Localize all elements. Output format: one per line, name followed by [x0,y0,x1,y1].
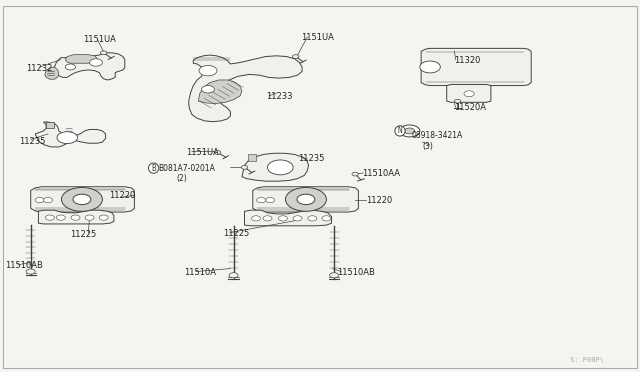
Circle shape [285,187,326,211]
Circle shape [252,216,260,221]
Text: 11520A: 11520A [454,103,486,112]
Text: 1151UA: 1151UA [83,35,116,44]
Circle shape [35,198,44,203]
Circle shape [90,59,102,66]
Text: S: P00P\: S: P00P\ [570,357,604,363]
Circle shape [45,215,54,220]
Text: 1151UA: 1151UA [301,33,333,42]
Circle shape [420,61,440,73]
Text: 11235: 11235 [19,137,45,146]
Text: (2): (2) [176,174,187,183]
Polygon shape [248,154,256,161]
Polygon shape [242,153,308,181]
Text: 11320: 11320 [454,56,481,65]
Circle shape [73,194,91,205]
Polygon shape [189,55,302,122]
Text: 1151UA: 1151UA [186,148,218,157]
Circle shape [297,194,315,205]
Polygon shape [54,53,125,80]
Circle shape [404,128,415,134]
Circle shape [26,269,35,274]
Circle shape [99,215,108,220]
Text: 11225: 11225 [223,229,249,238]
Text: 11233: 11233 [266,92,292,101]
Circle shape [65,64,76,70]
Circle shape [57,132,77,144]
Circle shape [322,216,331,221]
Polygon shape [65,55,97,63]
Polygon shape [38,210,114,224]
Text: 11510A: 11510A [184,268,216,277]
Circle shape [56,215,65,220]
Text: 11232: 11232 [26,64,52,73]
Circle shape [464,91,474,97]
Polygon shape [421,48,531,86]
Circle shape [266,198,275,203]
Circle shape [330,273,339,278]
Circle shape [199,65,217,76]
Text: 11235: 11235 [298,154,324,163]
Text: B: B [151,164,156,173]
Circle shape [214,151,221,154]
Polygon shape [45,67,59,79]
Circle shape [61,187,102,211]
Text: 11510AA: 11510AA [362,169,399,178]
Circle shape [44,198,52,203]
Circle shape [308,216,317,221]
Circle shape [293,216,302,221]
Text: (3): (3) [422,142,433,151]
Circle shape [229,273,238,278]
Text: 11510AB: 11510AB [337,268,374,277]
Circle shape [292,55,299,58]
Circle shape [454,99,461,103]
Text: B081A7-0201A: B081A7-0201A [159,164,216,173]
Circle shape [278,216,287,221]
Polygon shape [198,80,242,103]
Circle shape [71,215,80,220]
Circle shape [352,172,358,176]
Polygon shape [46,122,54,128]
Text: 11225: 11225 [70,230,97,239]
Polygon shape [35,122,106,147]
Circle shape [202,86,214,93]
Circle shape [257,198,266,203]
Polygon shape [244,210,332,226]
Text: 11220: 11220 [109,191,135,200]
Text: 08918-3421A: 08918-3421A [412,131,463,140]
Circle shape [85,215,94,220]
Circle shape [100,51,107,55]
Polygon shape [31,187,134,212]
Polygon shape [447,84,491,102]
Circle shape [263,216,272,221]
Text: 11220: 11220 [366,196,392,205]
Text: 11510AB: 11510AB [5,262,43,270]
Circle shape [399,125,420,137]
Circle shape [241,166,248,169]
Polygon shape [253,187,358,212]
Circle shape [268,160,293,175]
Text: N: N [397,126,403,135]
